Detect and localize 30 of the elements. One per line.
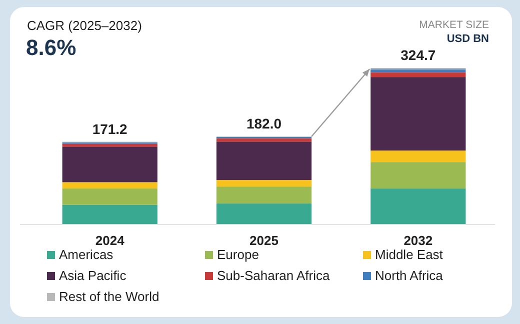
annotation: 171.2 <box>92 120 128 137</box>
bar <box>216 138 312 142</box>
text: CAGR (2025–2032) <box>27 18 142 33</box>
legend-label: Europe <box>217 247 259 262</box>
legend-label: Sub-Saharan Africa <box>217 268 331 283</box>
bar <box>370 150 466 162</box>
bar <box>216 186 312 204</box>
x-tick-label: 2032 <box>404 233 433 248</box>
bar <box>216 203 312 224</box>
text: MARKET SIZE <box>419 19 489 31</box>
bar <box>370 162 466 188</box>
annotation: 182.0 <box>246 115 282 132</box>
bar <box>370 188 466 224</box>
bar <box>216 142 312 180</box>
legend-label: Asia Pacific <box>59 268 127 283</box>
legend-label: North Africa <box>375 268 444 283</box>
x-tick-label: 2025 <box>250 233 278 248</box>
bar <box>62 182 158 188</box>
bar <box>370 77 466 151</box>
bar <box>216 180 312 187</box>
bar <box>62 204 158 224</box>
y-axis-title: USD BN <box>446 33 490 45</box>
legend-label: Rest of the World <box>59 289 160 304</box>
text: 8.6% <box>26 35 76 60</box>
legend-label: Americas <box>59 247 114 262</box>
legend-label: Middle East <box>375 247 444 262</box>
bar <box>62 146 158 182</box>
annotation: 324.7 <box>400 47 436 63</box>
bar <box>62 188 158 205</box>
x-tick-label: 2024 <box>95 233 126 248</box>
